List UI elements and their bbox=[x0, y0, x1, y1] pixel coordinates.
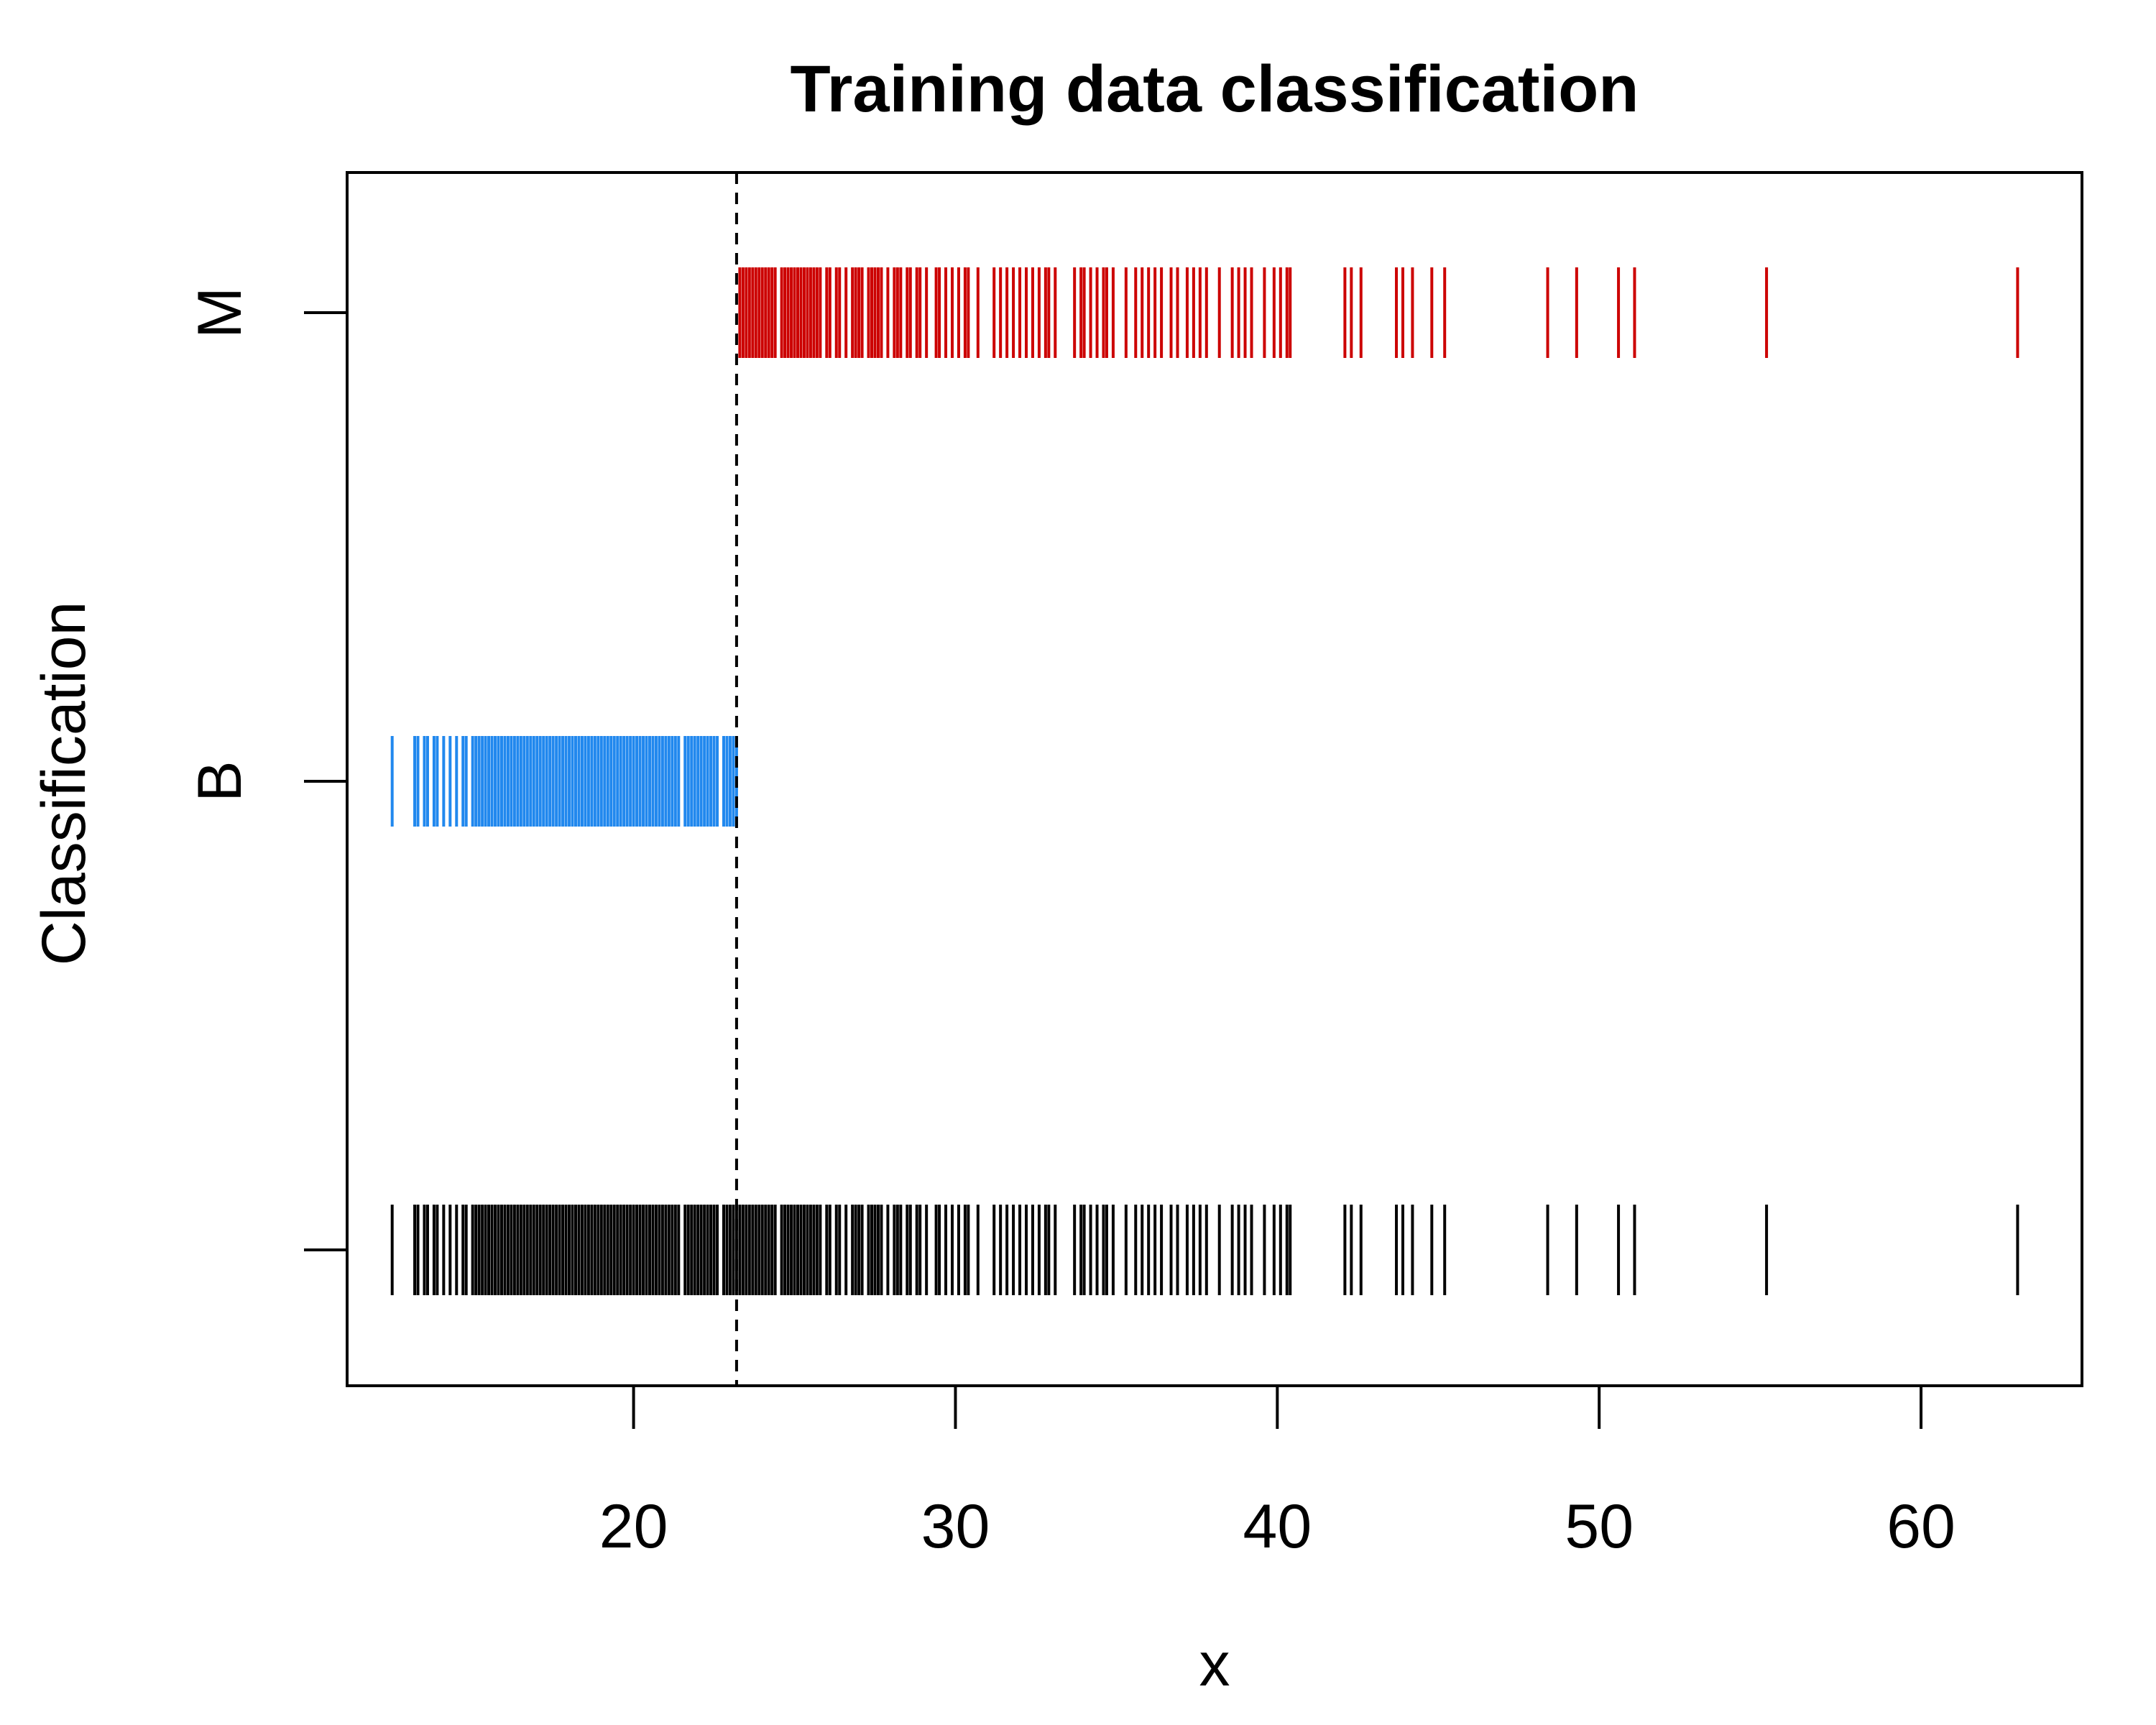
x-tick-label: 50 bbox=[1565, 1492, 1634, 1561]
x-tick-label: 20 bbox=[599, 1492, 668, 1561]
y-axis-label: Classification bbox=[29, 602, 98, 966]
x-axis-label: x bbox=[1199, 1630, 1230, 1699]
chart-marks: 20 30 40 50 60 B M bbox=[185, 172, 2019, 1561]
y-tick-label-B: B bbox=[185, 760, 254, 801]
plot-frame bbox=[346, 171, 2083, 1387]
x-tick-label: 40 bbox=[1243, 1492, 1312, 1561]
chart-title: Training data classification bbox=[791, 52, 1639, 126]
y-tick-label-M: M bbox=[185, 287, 254, 339]
x-tick-label: 30 bbox=[921, 1492, 990, 1561]
x-tick-label: 60 bbox=[1886, 1492, 1955, 1561]
